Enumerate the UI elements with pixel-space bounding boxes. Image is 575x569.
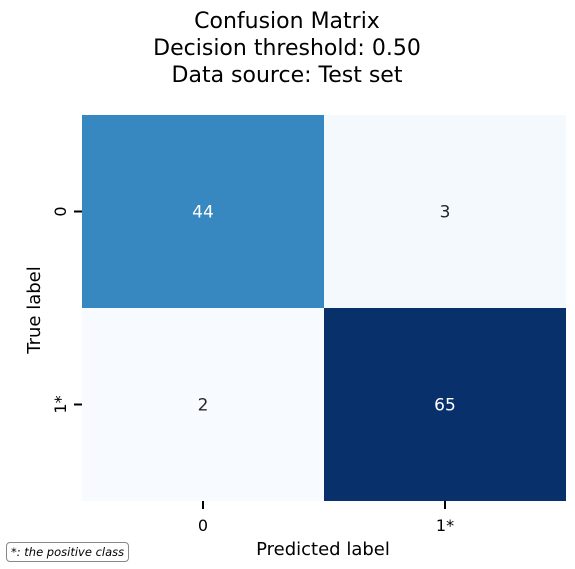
footnote-positive-class: *: the positive class [6,542,130,562]
y-tick-label-0: 0 [51,206,70,216]
chart-title-line-3: Data source: Test set [172,63,403,88]
x-tick-label-1: 1* [436,516,454,535]
heatmap-cell-0-1 [324,115,566,308]
y-axis-label: True label [24,266,45,355]
cell-value-0-0: 44 [192,203,214,223]
heatmap-cell-0-0 [82,115,324,308]
axis-ticks: 0 1* 0 1* [51,206,454,535]
x-tick-label-0: 0 [198,516,208,535]
heatmap-cells: 44 3 2 65 [82,115,566,501]
y-tick-label-1: 1* [51,395,70,413]
chart-title-line-1: Confusion Matrix [194,9,380,34]
heatmap-cell-1-0 [82,308,324,501]
heatmap-cell-1-1 [324,308,566,501]
cell-value-1-1: 65 [434,396,456,416]
x-axis-label: Predicted label [256,539,390,560]
cell-value-0-1: 3 [440,203,451,223]
chart-title-line-2: Decision threshold: 0.50 [153,36,421,61]
cell-value-1-0: 2 [198,396,209,416]
